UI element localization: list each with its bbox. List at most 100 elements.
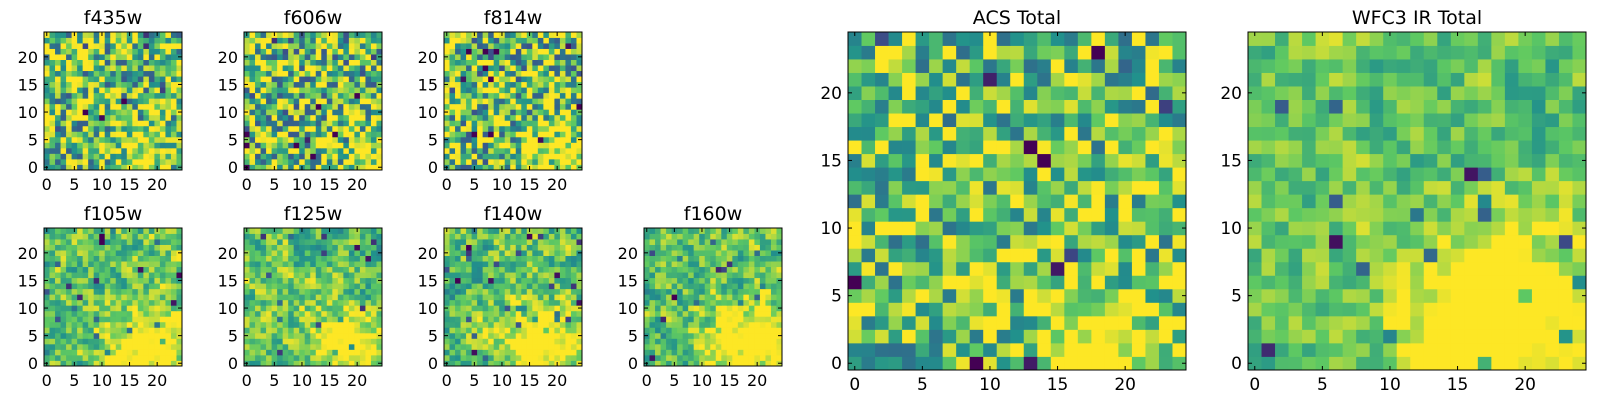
heatmap-cell [765,310,772,317]
heatmap-cell [137,360,144,367]
heatmap-cell [1050,234,1065,249]
heatmap-cell [455,310,461,317]
heatmap-cell [310,266,317,273]
heatmap-cell [260,266,267,273]
heatmap-cell [121,261,128,268]
heatmap-cell [159,158,166,165]
heatmap-cell [770,266,777,273]
heatmap-cell [726,299,733,306]
heatmap-cell [969,356,984,371]
heatmap-cell [88,125,95,132]
heatmap-cell [370,147,377,154]
heatmap-cell [359,125,366,132]
heatmap-cell [277,250,284,256]
heatmap-cell [143,37,150,44]
y-tick-label: 0 [228,158,238,177]
heatmap-cell [510,349,517,356]
heatmap-cell [137,261,144,268]
heatmap-cell [537,343,544,350]
heatmap-cell [49,164,56,171]
heatmap-cell [1118,288,1133,303]
heatmap-cell [121,142,128,149]
heatmap-cell [249,59,256,66]
heatmap-cell [1064,302,1079,317]
heatmap-cell [315,114,322,121]
heatmap-cell [277,277,284,284]
heatmap-cell [304,125,311,132]
heatmap-cell [165,98,172,105]
heatmap-cell [704,332,711,339]
heatmap-cell [343,103,350,110]
heatmap-cell [493,332,500,339]
heatmap-cell [554,92,561,99]
heatmap-cell [359,299,366,306]
heatmap-cell [376,98,383,105]
heatmap-cell [748,233,755,240]
heatmap-cell [55,244,61,251]
heatmap-cell [455,158,461,165]
heatmap-cell [99,283,106,290]
heatmap-cell [682,360,689,367]
heatmap-cell [365,120,372,127]
heatmap-cell [337,103,344,110]
heatmap-cell [732,228,739,234]
heatmap-cell [554,59,561,66]
heatmap-cell [359,147,366,154]
heatmap-cell [249,310,256,317]
heatmap-cell [466,332,472,339]
heatmap-cell [154,332,161,339]
heatmap-cell [60,59,67,66]
heatmap-cell [554,288,561,295]
heatmap-cell [655,277,661,284]
heatmap-cell [477,136,484,143]
heatmap-cell [49,321,56,328]
heatmap-cell [332,136,339,143]
heatmap-cell [848,342,862,357]
heatmap-cell [902,261,916,276]
heatmap-cell [759,299,766,306]
heatmap-cell [532,244,539,251]
heatmap-cell [710,277,717,284]
heatmap-cell [499,354,506,361]
heatmap-cell [444,65,450,72]
heatmap-cell [154,81,161,88]
heatmap-cell [82,87,89,94]
heatmap-cell [104,164,111,171]
heatmap-cell [170,255,177,262]
heatmap-cell [310,272,317,279]
heatmap-cell [570,338,577,345]
heatmap-cell [337,321,344,328]
heatmap-cell [288,294,295,301]
heatmap-cell [554,125,561,132]
heatmap-cell [482,272,489,279]
heatmap-cell [271,294,278,301]
heatmap-cell [565,98,572,105]
heatmap-cell [82,76,89,83]
heatmap-cell [554,65,561,72]
heatmap-cell [55,32,61,38]
heatmap-cell [159,233,166,240]
heatmap-cell [343,136,350,143]
heatmap-cell [482,109,489,116]
heatmap-cell [996,207,1011,222]
heatmap-cell [748,294,755,301]
heatmap-cell [660,310,667,317]
heatmap-cell [121,54,128,60]
heatmap-cell [321,81,328,88]
heatmap-cell [337,125,344,132]
heatmap-cell [82,360,89,367]
heatmap-cell [532,327,539,334]
heatmap-cell [721,360,728,367]
heatmap-cell [576,48,583,55]
heatmap-cell [176,316,183,323]
heatmap-cell [315,277,322,284]
heatmap-cell [996,302,1011,317]
heatmap-cell [770,349,777,356]
heatmap-cell [693,283,700,290]
heatmap-cell [176,233,183,240]
heatmap-cell [304,288,311,295]
heatmap-cell [99,277,106,284]
heatmap-cell [1050,221,1065,236]
heatmap-cell [249,48,256,55]
heatmap-cell [359,316,366,323]
